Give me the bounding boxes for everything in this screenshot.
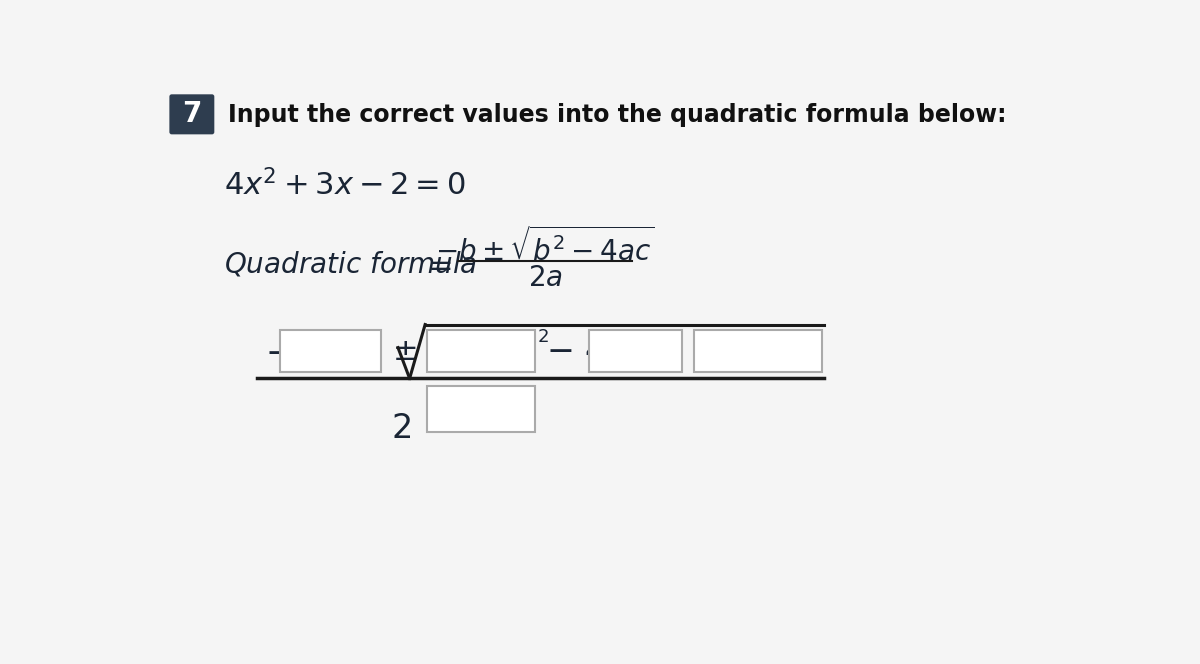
Text: $2$: $2$ [536, 329, 548, 347]
Text: $\mathit{Quadratic\ formula}$: $\mathit{Quadratic\ formula}$ [223, 250, 476, 279]
Text: $2a$: $2a$ [528, 265, 563, 292]
Bar [427, 330, 535, 373]
Text: $2$: $2$ [391, 412, 412, 445]
Text: $-b \pm \sqrt{b^2 - 4ac}$: $-b \pm \sqrt{b^2 - 4ac}$ [436, 228, 655, 268]
Text: $4x^2 + 3x - 2 = 0$: $4x^2 + 3x - 2 = 0$ [223, 170, 466, 203]
Text: $=$: $=$ [421, 250, 452, 279]
Bar [589, 330, 683, 373]
Bar [281, 330, 380, 373]
Text: $-$: $-$ [265, 335, 292, 368]
Text: $-\ 4$: $-\ 4$ [546, 335, 606, 368]
Text: Input the correct values into the quadratic formula below:: Input the correct values into the quadra… [228, 103, 1006, 127]
Text: $\pm$: $\pm$ [391, 337, 416, 366]
Bar [694, 330, 822, 373]
Bar [427, 386, 535, 432]
FancyBboxPatch shape [169, 94, 215, 134]
Text: 7: 7 [182, 100, 202, 128]
